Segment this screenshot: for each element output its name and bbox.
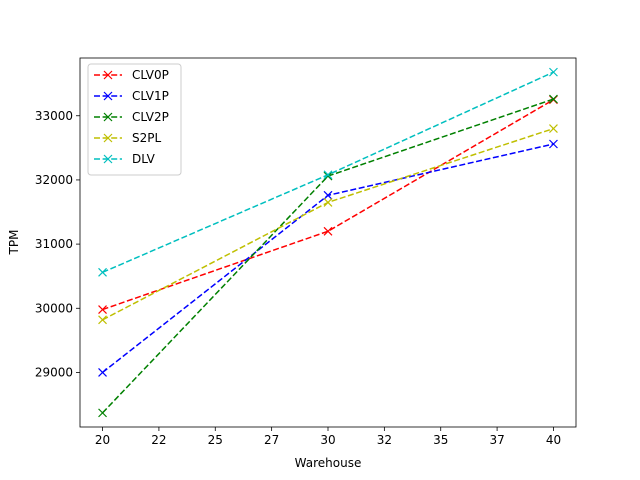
legend-label: CLV1P — [132, 89, 169, 103]
legend-item-clv1p: CLV1P — [94, 89, 169, 103]
y-tick-label: 30000 — [35, 301, 73, 315]
x-axis: 20 22 25 27 30 32 35 37 40 — [95, 427, 561, 447]
legend-label: CLV2P — [132, 110, 169, 124]
legend-label: DLV — [132, 152, 156, 166]
data-point — [323, 170, 333, 180]
data-point — [98, 267, 107, 277]
x-tick-label: 40 — [546, 433, 561, 447]
legend-item-s2pl: S2PL — [94, 131, 161, 145]
data-point — [549, 67, 558, 77]
legend-marker — [103, 112, 113, 122]
series-line — [102, 99, 554, 311]
x-tick-label: 20 — [95, 433, 110, 447]
series-layer — [98, 67, 558, 418]
x-tick-label: 25 — [208, 433, 223, 447]
x-tick-label: 35 — [433, 433, 448, 447]
y-tick-label: 29000 — [35, 365, 73, 379]
y-axis: 29000 30000 31000 32000 33000 — [35, 109, 80, 379]
data-point — [98, 408, 107, 418]
series-dlv — [98, 67, 558, 277]
series-clv2p — [98, 94, 558, 418]
data-point — [98, 305, 107, 314]
legend-marker — [103, 91, 113, 101]
y-axis-label: TPM — [7, 230, 21, 256]
x-tick-label: 37 — [489, 433, 504, 447]
series-s2pl — [98, 124, 558, 325]
y-tick-label: 32000 — [35, 173, 73, 187]
y-tick-label: 33000 — [35, 109, 73, 123]
data-point — [323, 226, 333, 236]
data-point — [549, 94, 558, 104]
legend-item-dlv: DLV — [94, 152, 156, 166]
data-point — [323, 197, 333, 207]
data-point — [549, 124, 558, 134]
legend: CLV0P CLV1P CLV2P S2PL DLV — [87, 63, 182, 176]
data-point — [549, 139, 558, 149]
x-tick-label: 32 — [377, 433, 392, 447]
x-tick-label: 22 — [151, 433, 166, 447]
legend-marker — [103, 133, 113, 143]
data-point — [323, 190, 333, 200]
x-axis-label: Warehouse — [295, 456, 362, 470]
data-point — [98, 368, 107, 377]
legend-label: S2PL — [132, 131, 161, 145]
data-point — [323, 171, 333, 181]
legend-label: CLV0P — [132, 68, 169, 82]
series-clv1p — [98, 139, 558, 377]
x-tick-label: 30 — [320, 433, 335, 447]
data-point — [98, 315, 107, 325]
legend-item-clv2p: CLV2P — [94, 110, 169, 124]
legend-item-clv0p: CLV0P — [94, 68, 169, 82]
legend-box — [87, 63, 182, 176]
legend-marker — [103, 70, 113, 80]
y-tick-label: 31000 — [35, 237, 73, 251]
x-tick-label: 27 — [264, 433, 279, 447]
legend-marker — [103, 154, 113, 164]
